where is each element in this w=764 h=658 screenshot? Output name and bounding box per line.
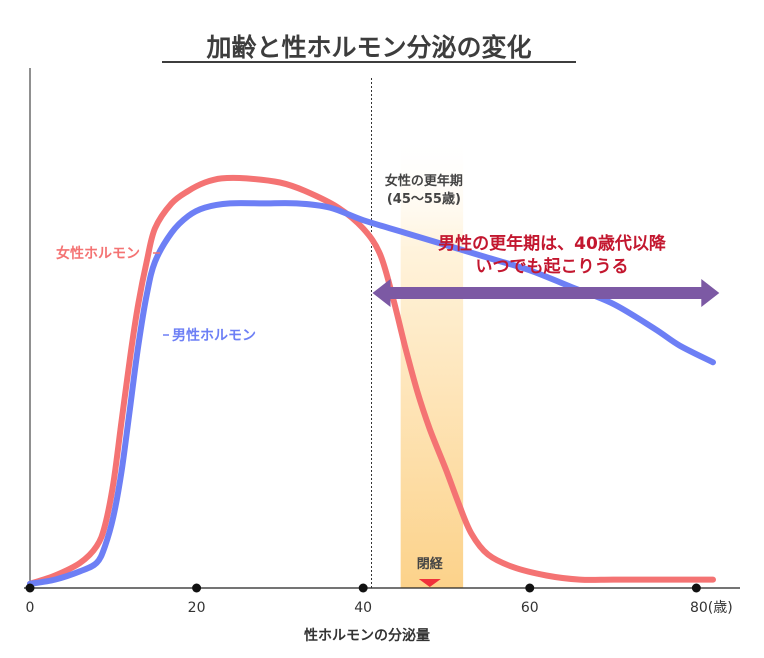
x-tick-label-60: 60 — [521, 600, 539, 616]
x-tick-dot-40 — [358, 583, 368, 593]
x-tick-dot-60 — [525, 583, 535, 593]
x-tick-dot-20 — [192, 583, 202, 593]
x-tick-label-20: 20 — [188, 600, 206, 616]
x-tick-label-0: 0 — [26, 600, 35, 616]
male-menopause-note-line2: いつでも起こりうる — [476, 256, 629, 277]
male-hormone-line — [27, 200, 716, 587]
male-menopause-range-arrow — [372, 279, 720, 307]
x-tick-label-80: 80(歳) — [690, 600, 733, 616]
female-hormone-label: 女性ホルモン — [56, 245, 140, 262]
x-tick-label-40: 40 — [354, 600, 372, 616]
x-tick-dot-80 — [691, 583, 701, 593]
chart-title: 加齢と性ホルモン分泌の変化 — [205, 33, 531, 62]
x-axis-title: 性ホルモンの分泌量 — [304, 627, 430, 644]
x-tick-dot-0 — [25, 583, 35, 593]
band-label-line2: (45〜55歳) — [387, 191, 461, 207]
male-hormone-label: 男性ホルモン — [172, 327, 256, 344]
female-hormone-line — [27, 174, 716, 587]
band-label-line1: 女性の更年期 — [385, 173, 463, 189]
menopause-label: 閉経 — [417, 556, 444, 572]
menopause-marker-icon — [418, 579, 441, 587]
x-tick-group: 0 20 40 60 80(歳) — [25, 583, 733, 616]
male-menopause-note-line1: 男性の更年期は、40歳代以降 — [438, 233, 667, 254]
